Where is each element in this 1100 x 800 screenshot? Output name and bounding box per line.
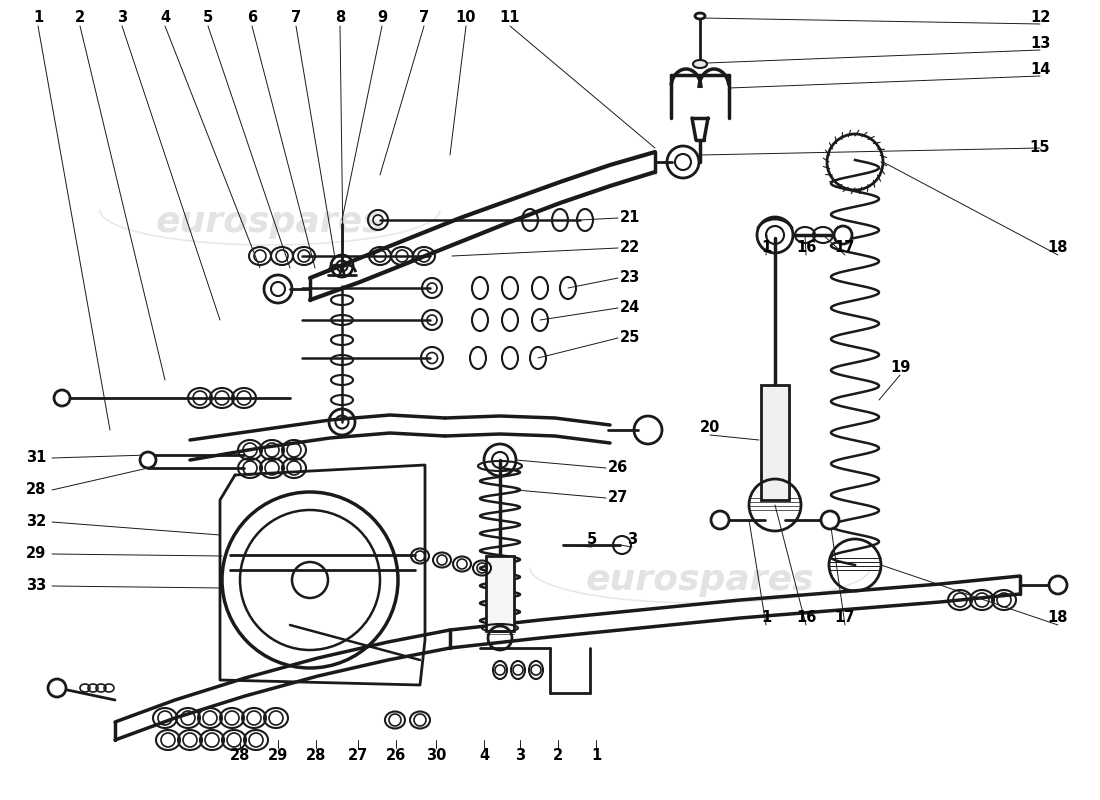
Text: 8: 8 xyxy=(334,10,345,26)
Text: 25: 25 xyxy=(619,330,640,346)
Text: 1: 1 xyxy=(761,241,771,255)
Text: 16: 16 xyxy=(795,610,816,626)
Text: 20: 20 xyxy=(700,421,720,435)
Text: 29: 29 xyxy=(26,546,46,562)
Text: 2: 2 xyxy=(75,10,85,26)
Text: 3: 3 xyxy=(117,10,128,26)
Text: 24: 24 xyxy=(620,301,640,315)
Text: 7: 7 xyxy=(419,10,429,26)
Circle shape xyxy=(834,226,852,244)
Text: 9: 9 xyxy=(377,10,387,26)
Text: 15: 15 xyxy=(1030,141,1050,155)
Circle shape xyxy=(711,511,729,529)
Text: 4: 4 xyxy=(160,10,170,26)
Text: 27: 27 xyxy=(608,490,628,506)
Circle shape xyxy=(54,390,70,406)
Text: 28: 28 xyxy=(306,749,327,763)
Text: 11: 11 xyxy=(499,10,520,26)
Bar xyxy=(761,385,789,500)
Text: 28: 28 xyxy=(25,482,46,498)
Text: 28: 28 xyxy=(230,749,250,763)
Text: 21: 21 xyxy=(619,210,640,226)
Text: 5: 5 xyxy=(202,10,213,26)
Text: 3: 3 xyxy=(515,749,525,763)
Text: 1: 1 xyxy=(761,610,771,626)
Text: 26: 26 xyxy=(608,461,628,475)
Text: 7: 7 xyxy=(290,10,301,26)
Text: 1: 1 xyxy=(33,10,43,26)
Text: 23: 23 xyxy=(620,270,640,286)
Text: 29: 29 xyxy=(268,749,288,763)
Circle shape xyxy=(140,452,156,468)
Circle shape xyxy=(821,511,839,529)
Text: 14: 14 xyxy=(1030,62,1050,78)
Text: 10: 10 xyxy=(455,10,476,26)
Text: 18: 18 xyxy=(1047,241,1068,255)
Text: 30: 30 xyxy=(426,749,447,763)
Text: 32: 32 xyxy=(26,514,46,530)
Text: 26: 26 xyxy=(386,749,406,763)
Text: 33: 33 xyxy=(26,578,46,594)
Bar xyxy=(486,556,514,631)
Text: 22: 22 xyxy=(620,241,640,255)
Ellipse shape xyxy=(695,13,705,19)
Text: 27: 27 xyxy=(348,749,369,763)
Text: 19: 19 xyxy=(890,361,910,375)
Text: eurospares: eurospares xyxy=(156,205,384,239)
Text: 31: 31 xyxy=(25,450,46,466)
Text: 17: 17 xyxy=(835,610,855,626)
Text: 6: 6 xyxy=(246,10,257,26)
Ellipse shape xyxy=(693,60,707,68)
Text: 17: 17 xyxy=(835,241,855,255)
Text: 3: 3 xyxy=(627,533,637,547)
Text: 16: 16 xyxy=(795,241,816,255)
Circle shape xyxy=(48,679,66,697)
Text: 13: 13 xyxy=(1030,37,1050,51)
Text: 1: 1 xyxy=(591,749,601,763)
Text: eurospares: eurospares xyxy=(585,563,814,597)
Text: 2: 2 xyxy=(553,749,563,763)
Circle shape xyxy=(1049,576,1067,594)
Text: 5: 5 xyxy=(587,533,597,547)
Text: 12: 12 xyxy=(1030,10,1050,26)
Text: 18: 18 xyxy=(1047,610,1068,626)
Text: 4: 4 xyxy=(478,749,490,763)
